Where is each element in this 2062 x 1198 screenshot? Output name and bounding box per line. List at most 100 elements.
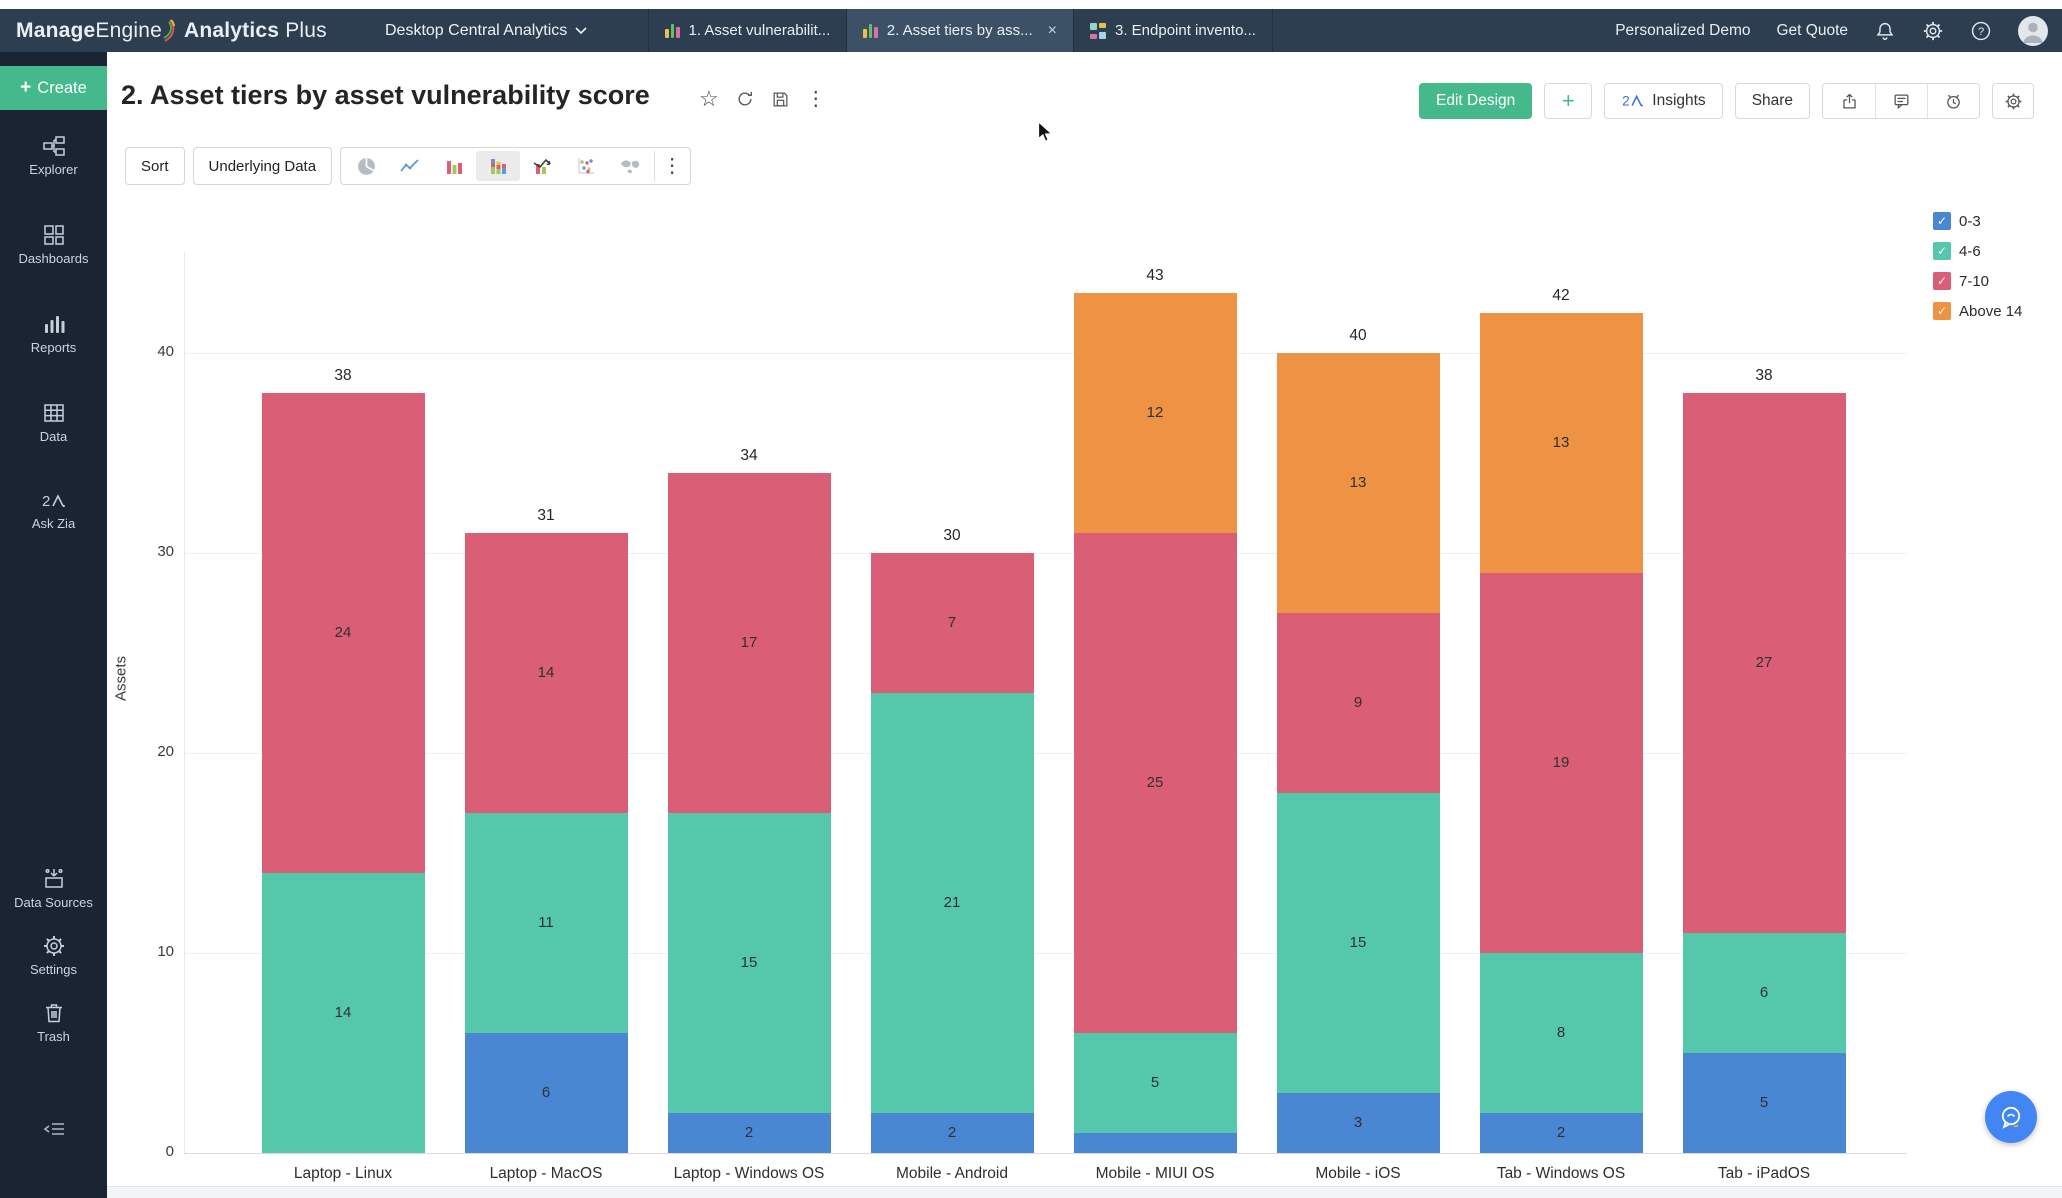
sidebar-item-label: Settings	[30, 962, 77, 977]
insights-button[interactable]: 2 Insights	[1604, 83, 1723, 119]
segment-value-label: 7	[947, 614, 957, 631]
export-icon[interactable]	[1823, 84, 1876, 118]
horizontal-scrollbar[interactable]	[107, 1186, 2062, 1198]
legend-item-7-10[interactable]: ✓ 7-10	[1933, 272, 2022, 290]
bar-segment-4-6[interactable]	[1682, 933, 1846, 1053]
bar-chart-type-icon[interactable]	[432, 151, 476, 181]
edit-design-button[interactable]: Edit Design	[1419, 83, 1533, 119]
y-axis-title: Assets	[112, 656, 130, 702]
bar-segment-7-10[interactable]	[870, 553, 1034, 693]
legend-item-above-14[interactable]: ✓ Above 14	[1933, 302, 2022, 320]
segment-value-label: 25	[1146, 774, 1164, 791]
close-tab-icon[interactable]: ×	[1047, 21, 1057, 39]
comments-icon[interactable]	[1875, 84, 1928, 118]
pie-chart-type-icon[interactable]	[344, 151, 388, 181]
chat-bubble-icon	[2001, 1106, 2021, 1129]
bar-segment-7-10[interactable]	[464, 533, 628, 813]
bar-segment-4-6[interactable]	[870, 693, 1034, 1113]
save-icon[interactable]	[771, 90, 790, 109]
bar-segment-4-6[interactable]	[1276, 793, 1440, 1093]
legend-checkbox[interactable]: ✓	[1933, 242, 1951, 260]
bar-segment-7-10[interactable]	[1682, 393, 1846, 933]
y-tick-label: 10	[157, 943, 174, 960]
sidebar-item-settings[interactable]: Settings	[0, 934, 107, 977]
workspace-selector[interactable]: Desktop Central Analytics	[385, 9, 587, 52]
report-settings-button[interactable]	[1992, 83, 2035, 119]
notifications-bell-icon[interactable]	[1874, 20, 1896, 42]
bar-segment-0-3[interactable]	[870, 1113, 1034, 1153]
segment-value-label: 15	[1349, 934, 1367, 951]
x-axis-label: Laptop - Linux	[293, 1165, 393, 1182]
tab-asset-tiers[interactable]: 2. Asset tiers by ass... ×	[846, 9, 1073, 52]
segment-value-label: 2	[1556, 1124, 1566, 1141]
collapse-sidebar-button[interactable]	[0, 1117, 107, 1141]
sidebar-item-data[interactable]: Data	[0, 401, 107, 444]
line-chart-type-icon[interactable]	[388, 151, 432, 181]
underlying-data-button[interactable]: Underlying Data	[192, 147, 333, 185]
favorite-star-icon[interactable]: ☆	[699, 86, 719, 111]
bar-segment-4-6[interactable]	[667, 813, 831, 1113]
bar-segment-4-6[interactable]	[1479, 953, 1643, 1113]
data-table-icon	[43, 404, 64, 422]
bar-chart-tab-icon	[665, 23, 680, 38]
get-quote-link[interactable]: Get Quote	[1776, 21, 1848, 39]
segment-value-label: 24	[334, 624, 352, 641]
sidebar-item-ask-zia[interactable]: 2 Ask Zia	[0, 490, 107, 531]
bar-segment-0-3[interactable]	[667, 1113, 831, 1153]
bar-total-label: 31	[537, 507, 555, 524]
more-options-kebab-icon[interactable]: ⋮	[805, 88, 826, 110]
share-button[interactable]: Share	[1734, 83, 1811, 119]
settings-gear-icon[interactable]	[1922, 20, 1944, 42]
personalized-demo-link[interactable]: Personalized Demo	[1615, 21, 1751, 39]
bar-segment-7-10[interactable]	[261, 393, 425, 873]
bar-segment-4-6[interactable]	[261, 873, 425, 1153]
bar-total-label: 34	[740, 447, 758, 464]
segment-value-label: 13	[1349, 474, 1367, 491]
map-chart-type-icon[interactable]	[608, 151, 652, 181]
bar-segment-7-10[interactable]	[1073, 533, 1237, 1033]
bar-segment-above-14[interactable]	[1479, 313, 1643, 573]
refresh-icon[interactable]	[735, 89, 755, 109]
bar-segment-0-3[interactable]	[1682, 1053, 1846, 1153]
legend-item-4-6[interactable]: ✓ 4-6	[1933, 242, 2022, 260]
sidebar-item-data-sources[interactable]: Data Sources	[0, 867, 107, 910]
sidebar-item-dashboards[interactable]: Dashboards	[0, 223, 107, 266]
bar-segment-4-6[interactable]	[464, 813, 628, 1033]
bar-segment-0-3[interactable]	[1073, 1133, 1237, 1153]
add-report-button[interactable]: +	[1544, 83, 1593, 119]
user-avatar[interactable]	[2018, 15, 2048, 46]
legend-checkbox[interactable]: ✓	[1933, 302, 1951, 320]
chat-support-button[interactable]	[1985, 1091, 2037, 1143]
bar-segment-7-10[interactable]	[1276, 613, 1440, 793]
chart-toolbar: Sort Underlying Data	[125, 147, 692, 185]
tab-asset-vulnerability[interactable]: 1. Asset vulnerabilit...	[648, 9, 846, 52]
bar-segment-above-14[interactable]	[1073, 293, 1237, 533]
sidebar-item-trash[interactable]: Trash	[0, 1001, 107, 1044]
legend-checkbox[interactable]: ✓	[1933, 212, 1951, 230]
svg-text:2: 2	[42, 493, 50, 510]
trash-icon	[45, 1004, 62, 1023]
y-tick-label: 40	[157, 343, 174, 360]
bar-segment-above-14[interactable]	[1276, 353, 1440, 613]
bar-segment-0-3[interactable]	[464, 1033, 628, 1153]
tab-endpoint-inventory[interactable]: 3. Endpoint invento...	[1073, 9, 1273, 52]
more-chart-types-kebab-icon[interactable]: ⋮	[662, 155, 683, 177]
sort-button[interactable]: Sort	[125, 147, 185, 185]
y-axis-line	[184, 252, 185, 1153]
combo-chart-type-icon[interactable]	[520, 151, 564, 181]
bar-segment-4-6[interactable]	[1073, 1033, 1237, 1133]
bar-segment-7-10[interactable]	[1479, 573, 1643, 953]
sidebar-item-label: Data	[39, 429, 68, 444]
create-button[interactable]: + Create	[0, 66, 107, 110]
stacked-bar-chart-type-icon[interactable]	[476, 151, 521, 181]
bar-segment-7-10[interactable]	[667, 473, 831, 813]
legend-checkbox[interactable]: ✓	[1933, 272, 1951, 290]
schedule-alarm-icon[interactable]	[1927, 84, 1980, 118]
sidebar-item-reports[interactable]: Reports	[0, 312, 107, 355]
bar-segment-0-3[interactable]	[1479, 1113, 1643, 1153]
sidebar-item-explorer[interactable]: Explorer	[0, 134, 107, 177]
help-icon[interactable]: ?	[1970, 20, 1992, 42]
scatter-chart-type-icon[interactable]	[564, 151, 608, 181]
legend-item-0-3[interactable]: ✓ 0-3	[1933, 212, 2022, 230]
bar-segment-0-3[interactable]	[1276, 1093, 1440, 1153]
